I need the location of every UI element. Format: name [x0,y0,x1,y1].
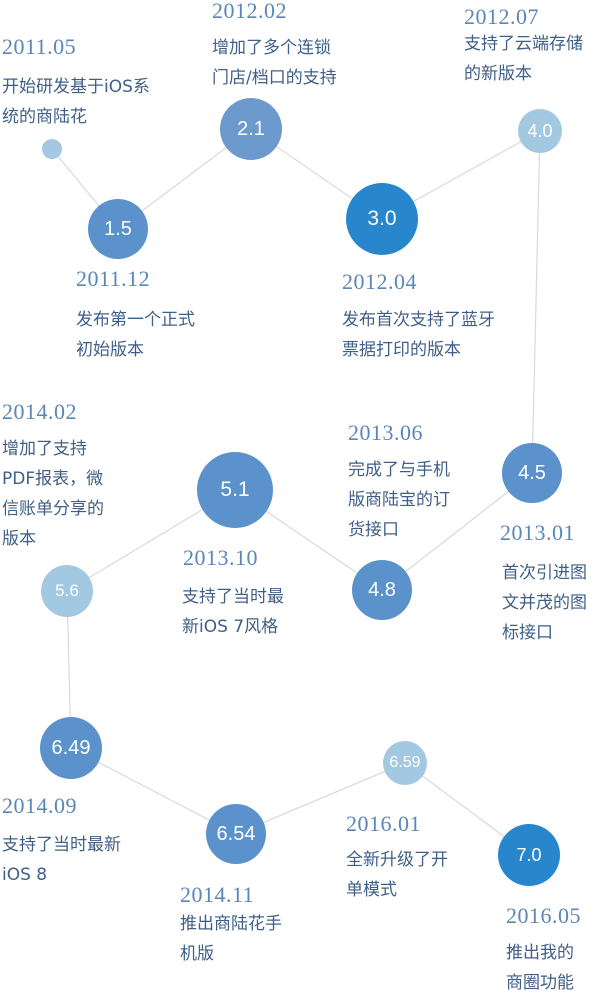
description-line: 增加了支持 [2,439,87,459]
description-line: 完成了与手机 [348,460,450,480]
event-date: 2012.07 [464,4,539,29]
event-date: 2014.09 [2,793,77,818]
event-description: 发布首次支持了蓝牙 票据打印的版本 [342,305,495,365]
event-date: 2016.01 [346,811,421,836]
version-node: 3.0 [346,183,418,255]
version-node: 4.0 [518,109,562,153]
description-line: 发布首次支持了蓝牙 [342,310,495,330]
description-line: 门店/档口的支持 [212,68,337,88]
event-date: 2013.10 [183,545,258,570]
event-date: 2016.05 [506,903,581,928]
version-label: 7.0 [516,844,542,865]
description-line: 推出我的 [506,943,574,963]
event-description: 增加了多个连锁 门店/档口的支持 [212,33,337,93]
version-label: 4.5 [518,461,546,484]
event-date: 2014.02 [2,399,77,424]
version-label: 3.0 [367,207,397,230]
version-node: 5.1 [197,452,273,528]
event-date: 2011.05 [2,34,77,59]
event-date: 2012.02 [212,0,287,23]
description-line: 版商陆宝的订 [348,490,450,510]
version-label: 1.5 [104,217,132,240]
event-description: 支持了当时最新 iOS 8 [2,830,121,890]
event-description: 发布第一个正式 初始版本 [76,305,195,365]
description-line: 票据打印的版本 [342,340,461,360]
version-label: 6.54 [216,822,256,845]
description-line: 版本 [2,529,36,549]
description-line: 标接口 [502,623,553,643]
event-description: 推出商陆花手 机版 [180,909,282,969]
event-description: 首次引进图文并茂的图标接口 [502,558,587,648]
connector-line [531,130,541,474]
description-line: 商圈功能 [506,973,574,993]
description-line: 统的商陆花 [2,107,87,127]
description-line: 货接口 [348,520,399,540]
event-description: 开始研发基于iOS系 统的商陆花 [2,72,150,132]
event-description: 完成了与手机 版商陆宝的订 货接口 [348,455,450,545]
event-description: 增加了支持 PDF报表，微 信账单分享的 版本 [2,434,104,554]
event-description: 支持了云端存储 的新版本 [464,29,583,89]
event-description: 支持了当时最 新iOS 7风格 [182,582,284,642]
version-label: 5.1 [220,478,250,501]
description-line: 初始版本 [76,340,144,360]
description-line: 机版 [180,944,214,964]
version-label: 4.8 [368,578,396,601]
description-line: PDF报表，微 [2,469,104,489]
description-line: 的新版本 [464,64,532,84]
description-line: 支持了当时最 [182,587,284,607]
description-line: 信账单分享的 [2,499,104,519]
version-node: 1.5 [88,199,148,259]
version-label: 2.1 [237,117,265,140]
version-node: 6.54 [206,804,266,864]
description-line: 开始研发基于iOS系 [2,77,150,97]
description-line: 支持了当时最新 [2,835,121,855]
version-node: 5.6 [41,565,93,617]
description-line: 推出商陆花手 [180,914,282,934]
description-line: 单模式 [346,880,397,900]
version-label: 4.0 [527,120,553,141]
event-date: 2014.11 [180,882,255,907]
version-node: 4.8 [352,560,412,620]
version-node: 7.0 [498,824,560,886]
connector-line [235,762,406,835]
description-line: 新iOS 7风格 [182,617,279,637]
version-node: 4.5 [502,443,562,503]
version-label: 5.6 [55,581,79,600]
event-date: 2011.12 [76,266,151,291]
event-date: 2013.06 [348,420,423,445]
description-line: 支持了云端存储 [464,34,583,54]
version-node: 6.49 [40,717,102,779]
description-line: iOS 8 [2,865,48,885]
description-line: 增加了多个连锁 [212,38,331,58]
version-node: 2.1 [220,98,282,160]
event-date: 2012.04 [342,269,417,294]
version-node: 6.59 [383,741,427,785]
event-description: 全新升级了开 单模式 [346,845,448,905]
version-node [42,139,62,159]
event-date: 2013.01 [500,520,575,545]
description-line: 文并茂的图 [502,593,587,613]
version-label: 6.59 [389,754,421,771]
event-description: 推出我的 商圈功能 [506,938,574,998]
description-line: 首次引进图 [502,563,587,583]
description-line: 发布第一个正式 [76,310,195,330]
description-line: 全新升级了开 [346,850,448,870]
connector-line [381,472,533,591]
version-label: 6.49 [51,736,91,759]
